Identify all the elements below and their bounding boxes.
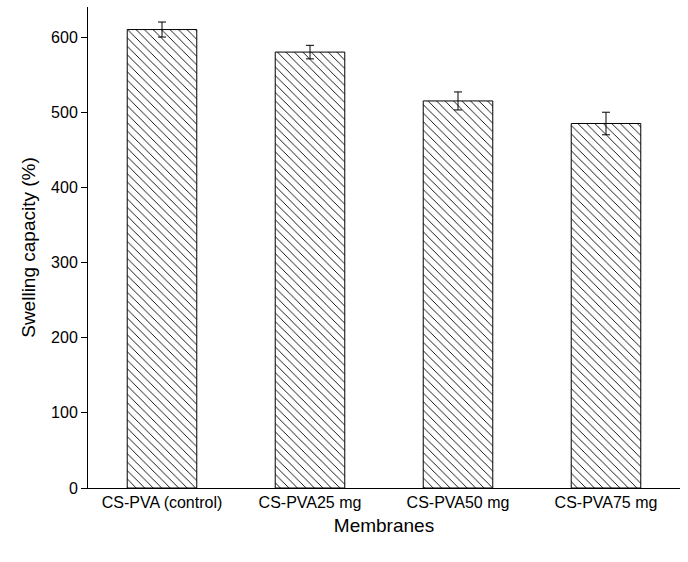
- svg-text:CS-PVA (control): CS-PVA (control): [102, 494, 223, 511]
- svg-text:500: 500: [51, 104, 78, 121]
- svg-text:100: 100: [51, 404, 78, 421]
- svg-text:400: 400: [51, 179, 78, 196]
- svg-text:Swelling capacity (%): Swelling capacity (%): [18, 157, 39, 338]
- svg-text:300: 300: [51, 254, 78, 271]
- svg-text:CS-PVA25 mg: CS-PVA25 mg: [259, 494, 362, 511]
- svg-text:600: 600: [51, 29, 78, 46]
- svg-text:Membranes: Membranes: [334, 515, 434, 536]
- svg-text:0: 0: [69, 480, 78, 497]
- svg-text:200: 200: [51, 329, 78, 346]
- svg-text:CS-PVA75 mg: CS-PVA75 mg: [555, 494, 658, 511]
- svg-text:CS-PVA50 mg: CS-PVA50 mg: [407, 494, 510, 511]
